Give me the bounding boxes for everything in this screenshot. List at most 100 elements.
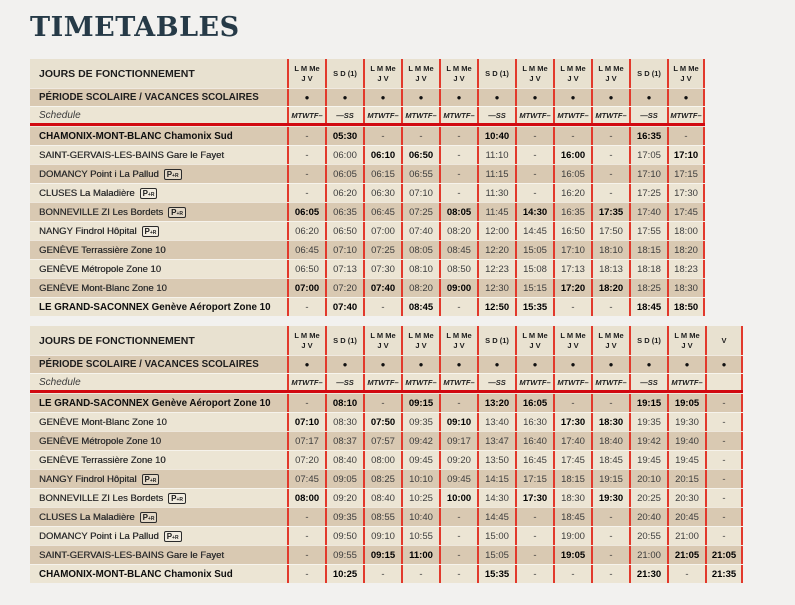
station-label: BONNEVILLE ZI Les Bordets	[39, 206, 164, 218]
table-row: CHAMONIX-MONT-BLANC Chamonix Sud - 05:30 - -…	[30, 126, 705, 145]
time-cell: -	[591, 146, 629, 164]
days-cell: S D (1)	[629, 59, 667, 88]
time-value: -	[609, 168, 613, 180]
time-value: 16:30	[523, 416, 547, 428]
time-cell: 07:20	[325, 279, 363, 297]
time-cell: 09:10	[439, 413, 477, 431]
time-value: -	[609, 511, 613, 523]
time-cell: -	[439, 127, 477, 145]
time-value: -	[305, 168, 309, 180]
time-value: -	[457, 530, 461, 542]
time-cell: 21:05	[705, 546, 743, 564]
time-value: -	[305, 511, 309, 523]
time-cell: 16:40	[515, 432, 553, 450]
days-cell: L M Me J V	[287, 326, 325, 355]
time-cell: -	[705, 527, 743, 545]
time-cell: -	[705, 470, 743, 488]
time-cell: 06:45	[287, 241, 325, 259]
time-cell: 18:45	[591, 451, 629, 469]
time-cell: 17:40	[553, 432, 591, 450]
schedule-cell: MTWTF–	[515, 374, 553, 390]
period-bullet-cell: ●	[629, 356, 667, 373]
time-value: 07:25	[371, 244, 395, 256]
time-cell: 07:40	[363, 279, 401, 297]
schedule-cell: —SS	[477, 107, 515, 123]
time-value: 06:35	[333, 206, 357, 218]
pr-icon-letter: P	[142, 512, 148, 522]
time-cell: 17:15	[667, 165, 705, 183]
time-cell: 08:20	[439, 222, 477, 240]
table-row: DOMANCY Point i La Pallud P +R - 09:50 09:10 1…	[30, 526, 743, 545]
schedule-row: Schedule MTWTF– —SS MTWTF– MTWTF– MTWTF– —SS MT…	[30, 373, 743, 393]
schedule-cell: —SS	[477, 374, 515, 390]
time-cell: -	[363, 565, 401, 583]
time-cell: 11:00	[401, 546, 439, 564]
time-value: -	[457, 187, 461, 199]
period-bullet-cell: ●	[477, 356, 515, 373]
time-cell: 11:15	[477, 165, 515, 183]
time-cell: 07:25	[401, 203, 439, 221]
time-value: -	[571, 130, 575, 142]
time-value: -	[457, 168, 461, 180]
time-value: -	[533, 511, 537, 523]
time-value: 16:05	[522, 397, 548, 409]
station-cell: CHAMONIX-MONT-BLANC Chamonix Sud	[30, 127, 287, 145]
schedule-cell: MTWTF–	[553, 107, 591, 123]
table-row: CHAMONIX-MONT-BLANC Chamonix Sud - 10:25 - -…	[30, 564, 743, 583]
days-cell: S D (1)	[629, 326, 667, 355]
time-value: 20:30	[675, 492, 699, 504]
time-value: 18:10	[599, 244, 623, 256]
time-cell: 06:45	[363, 203, 401, 221]
station-label: GENÈVE Métropole Zone 10	[39, 263, 161, 275]
time-cell: 07:17	[287, 432, 325, 450]
time-value: -	[305, 397, 309, 409]
time-cell: 20:40	[629, 508, 667, 526]
time-value: 10:00	[446, 492, 472, 504]
time-value: 12:20	[485, 244, 509, 256]
time-value: 20:25	[637, 492, 661, 504]
time-cell: 07:57	[363, 432, 401, 450]
time-value: 14:45	[523, 225, 547, 237]
time-value: 16:20	[561, 187, 585, 199]
time-cell: 16:35	[629, 127, 667, 145]
time-value: 10:25	[409, 492, 433, 504]
station-label: GENÈVE Terrassière Zone 10	[39, 244, 166, 256]
time-cell: 14:30	[477, 489, 515, 507]
schedule-cell: MTWTF–	[667, 374, 705, 390]
time-value: 21:35	[711, 568, 737, 580]
time-value: 09:20	[447, 454, 471, 466]
days-cell: L M Me J V	[591, 59, 629, 88]
time-cell: 17:05	[629, 146, 667, 164]
time-value: 08:10	[409, 263, 433, 275]
time-cell: 10:25	[325, 565, 363, 583]
station-label: SAINT-GERVAIS-LES-BAINS Gare le Fayet	[39, 549, 224, 561]
time-cell: 18:20	[667, 241, 705, 259]
time-cell: 15:35	[477, 565, 515, 583]
time-cell: -	[439, 508, 477, 526]
time-value: -	[685, 568, 689, 580]
pr-icon-letter: P	[142, 188, 148, 198]
time-cell: -	[591, 508, 629, 526]
time-cell: 06:20	[325, 184, 363, 202]
time-cell: -	[401, 127, 439, 145]
station-label: NANGY Findrol Hôpital	[39, 473, 137, 485]
time-cell: 17:10	[629, 165, 667, 183]
time-value: -	[305, 130, 309, 142]
time-cell: 08:20	[401, 279, 439, 297]
time-value: 18:30	[598, 416, 624, 428]
time-value: -	[722, 454, 726, 466]
time-cell: 19:40	[667, 432, 705, 450]
period-bullet-cell: ●	[515, 356, 553, 373]
table-row: GENÈVE Terrassière Zone 10 06:45 07:10 07:2…	[30, 240, 705, 259]
period-bullet-cell: ●	[287, 89, 325, 106]
schedule-cell: MTWTF–	[591, 374, 629, 390]
period-bullet-cell: ●	[401, 356, 439, 373]
time-value: 16:05	[561, 168, 585, 180]
schedule-cell: MTWTF–	[401, 374, 439, 390]
page-title: TIMETABLES	[30, 12, 240, 43]
time-cell: -	[287, 508, 325, 526]
period-bullet-cell: ●	[591, 356, 629, 373]
time-value: 07:45	[295, 473, 319, 485]
time-value: 17:40	[637, 206, 661, 218]
time-cell: -	[287, 146, 325, 164]
